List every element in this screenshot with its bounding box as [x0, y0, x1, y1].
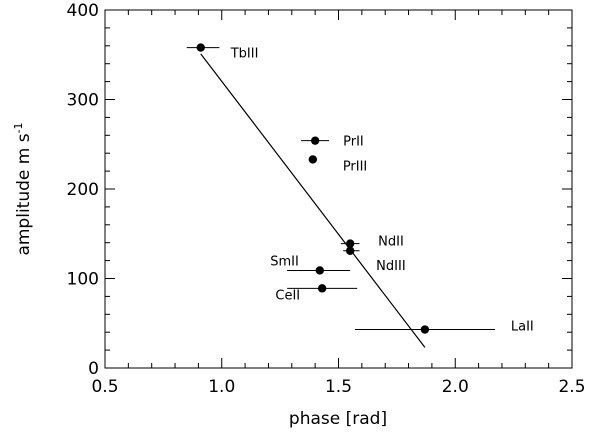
x-tick-label: 0.5 — [91, 377, 118, 397]
point-label: NdII — [378, 235, 404, 250]
y-axis-title-main: amplitude m s — [14, 133, 34, 255]
data-point — [420, 325, 430, 334]
point-label: CeII — [275, 288, 300, 303]
y-tick-label: 100 — [67, 270, 99, 290]
fit-line-group — [200, 53, 426, 348]
x-axis-title: phase [rad] — [289, 409, 387, 429]
fit-line — [200, 53, 426, 348]
data-point — [310, 136, 320, 145]
point-label: NdIII — [376, 259, 405, 274]
y-tick-label: 200 — [67, 180, 99, 200]
y-tick-label: 0 — [88, 359, 99, 379]
y-axis-title: amplitude m s-1 — [12, 122, 34, 255]
point-label: SmII — [270, 254, 299, 269]
x-tick-label: 1.0 — [208, 377, 235, 397]
data-point — [317, 284, 327, 293]
data-point — [345, 239, 355, 248]
data-point — [345, 246, 355, 255]
point-label: TbIII — [230, 47, 259, 62]
x-tick-label: 1.5 — [325, 377, 352, 397]
x-tick-label: 2.0 — [442, 377, 469, 397]
point-label: PrII — [343, 135, 364, 150]
data-point — [308, 155, 318, 164]
plot-frame — [104, 9, 573, 369]
point-label: LaII — [511, 320, 534, 335]
y-axis-title-sup: -1 — [12, 122, 25, 133]
data-points: TbIII PrII PrIII NdII NdIII SmII CeII LaII — [186, 43, 534, 335]
y-tick-label: 300 — [67, 91, 99, 111]
data-point — [315, 266, 325, 275]
axis-ticks: 0.5 1.0 1.5 2.0 2.5 0 100 200 300 400 — [67, 1, 586, 397]
data-point — [196, 43, 205, 52]
point-label: PrIII — [343, 159, 367, 174]
x-tick-label: 2.5 — [558, 377, 585, 397]
y-tick-label: 400 — [67, 1, 99, 21]
